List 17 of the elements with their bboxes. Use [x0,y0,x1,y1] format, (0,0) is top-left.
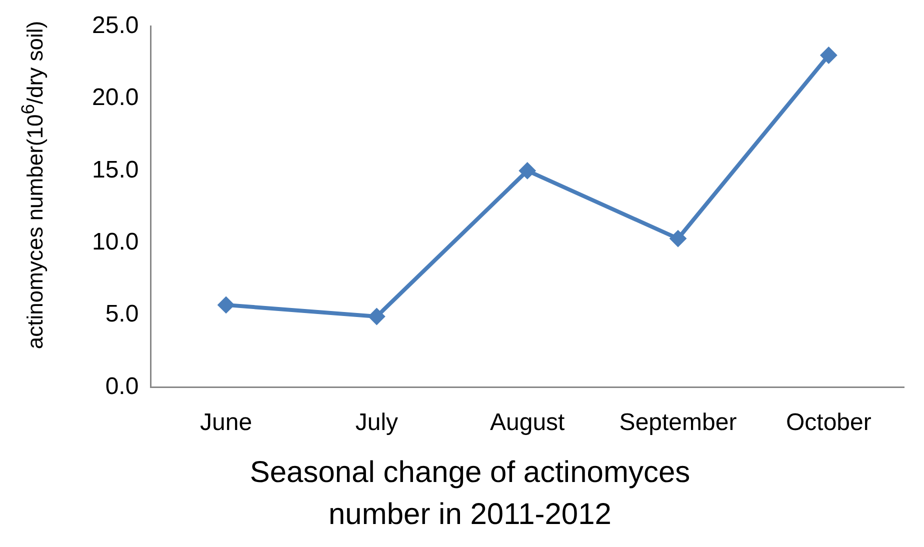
x-tick-label: September [619,409,737,436]
x-tick-label: June [200,409,252,436]
point [820,46,838,64]
x-tick-label: July [355,409,398,436]
point [368,308,386,325]
x-axis-title: Seasonal change of actinomyces number in 2011-2012 [248,455,692,533]
y-tick-label: 10.0 [92,228,139,256]
y-tick-label: 15.0 [92,156,139,184]
point [518,162,536,180]
point [670,230,687,248]
y-tick-label: 20.0 [92,84,139,112]
y-tick-label: 0.0 [105,372,139,400]
y-tick-label: 5.0 [105,300,139,328]
point [218,296,235,314]
x-tick-label: October [786,409,872,436]
x-tick-label: August [490,409,566,436]
y-tick-label: 25.0 [92,12,139,40]
